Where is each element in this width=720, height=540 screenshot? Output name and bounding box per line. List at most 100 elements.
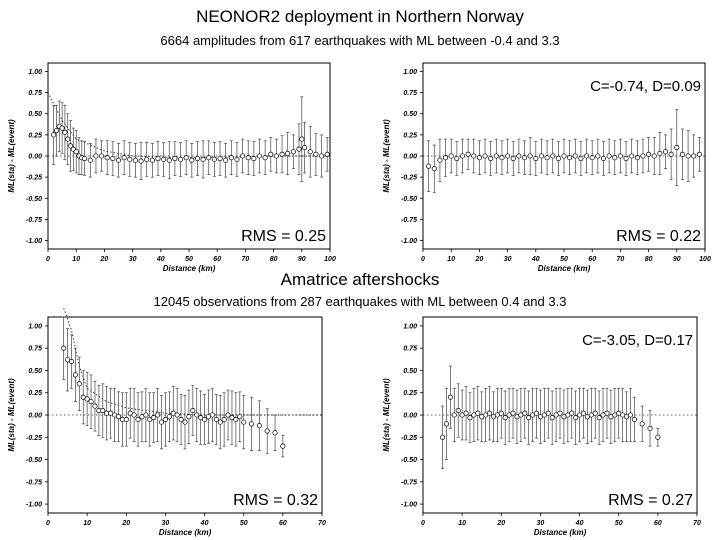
y-tick-label: 1.00 (28, 69, 42, 76)
x-tick-label: 10 (72, 256, 80, 263)
y-tick-label: -0.75 (26, 217, 42, 224)
data-point (264, 428, 270, 434)
data-point (440, 434, 446, 440)
x-tick-label: 50 (560, 256, 568, 263)
data-point (172, 155, 178, 162)
y-tick-label: 0.75 (403, 346, 417, 353)
data-point (234, 156, 240, 162)
x-tick-label: 50 (185, 256, 193, 263)
data-point (162, 416, 168, 423)
data-point (617, 153, 623, 159)
data-point (280, 443, 286, 449)
data-point (177, 156, 184, 162)
x-tick-label: 40 (531, 256, 540, 263)
data-point (223, 157, 229, 163)
y-tick-label: 0.00 (403, 154, 417, 161)
data-point (62, 129, 68, 135)
y-axis-label: ML(sta) - ML(event) (382, 378, 391, 452)
data-point (499, 155, 505, 161)
data-point (138, 158, 144, 164)
x-tick-label: 10 (83, 520, 91, 527)
rms-label: RMS = 0.25 (241, 228, 326, 245)
data-point (655, 434, 661, 440)
data-point (262, 155, 268, 161)
data-point (285, 150, 291, 157)
data-point (685, 153, 691, 159)
data-point (51, 132, 57, 138)
y-tick-label: 0.50 (403, 111, 417, 118)
x-tick-label: 10 (447, 256, 455, 263)
y-tick-label: 0.75 (403, 90, 417, 97)
data-point (578, 155, 584, 162)
data-point (135, 416, 141, 423)
data-point (233, 416, 239, 423)
data-point (144, 156, 150, 162)
data-point (426, 163, 432, 169)
data-point (279, 151, 285, 157)
x-tick-label: 30 (537, 520, 545, 527)
rms-label: RMS = 0.27 (608, 492, 693, 509)
section-subtitle-neonor2: 6664 amplitudes from 617 earthquakes wit… (160, 33, 560, 48)
x-tick-label: 0 (46, 256, 50, 263)
data-point (213, 416, 219, 423)
rms-label: RMS = 0.22 (616, 228, 701, 245)
y-tick-label: 1.00 (403, 69, 417, 76)
data-point (225, 412, 231, 418)
data-point (68, 358, 75, 365)
y-tick-label: 1.00 (28, 323, 42, 330)
data-point (174, 412, 180, 418)
chart-top-right: 1.00 0.75 0.50 0.25 0.00 -0.25 -0.50 -0.75 -1.00… (382, 62, 711, 273)
data-point (313, 151, 319, 157)
y-axis-label: ML(sta) - ML(event) (382, 119, 391, 193)
data-point (59, 125, 65, 131)
data-point (307, 149, 313, 155)
x-tick-label: 30 (504, 256, 512, 263)
x-tick-label: 40 (575, 520, 584, 527)
data-point (183, 155, 189, 161)
data-point (228, 155, 234, 161)
data-point (240, 153, 246, 159)
data-point (123, 416, 129, 423)
data-point (538, 153, 544, 159)
data-point (194, 412, 200, 418)
data-point (533, 410, 540, 416)
data-point (131, 412, 137, 418)
data-point (662, 149, 669, 155)
data-point (634, 155, 640, 161)
data-point (121, 155, 127, 161)
data-point (431, 166, 437, 172)
y-tick-label: 0.50 (28, 368, 42, 375)
x-tick-label: 100 (324, 256, 336, 263)
data-point (493, 153, 499, 159)
y-tick-label: 1.00 (403, 323, 417, 330)
data-point (510, 155, 516, 162)
data-point (88, 399, 94, 405)
data-point (93, 153, 99, 159)
data-point (245, 155, 251, 161)
data-point (696, 151, 702, 157)
data-point (115, 157, 122, 163)
data-point (533, 155, 539, 162)
x-tick-label: 0 (421, 520, 425, 527)
data-point (324, 151, 330, 157)
data-point (606, 153, 612, 159)
x-tick-label: 50 (240, 520, 248, 527)
data-point (256, 153, 263, 159)
data-point (127, 156, 133, 162)
data-point (569, 410, 575, 416)
data-point (92, 403, 98, 409)
data-point (268, 151, 274, 157)
data-point (84, 396, 90, 402)
data-point (454, 155, 460, 162)
data-point (651, 153, 657, 159)
data-point (584, 153, 590, 159)
data-point (555, 155, 561, 162)
coefficients-label: C=-3.05, D=0.17 (582, 332, 693, 349)
data-point (251, 155, 257, 162)
data-point (527, 153, 533, 159)
data-point (465, 151, 471, 157)
data-point (76, 381, 82, 387)
y-tick-label: 0.25 (28, 390, 42, 397)
data-point (526, 415, 532, 421)
data-point (104, 155, 110, 161)
